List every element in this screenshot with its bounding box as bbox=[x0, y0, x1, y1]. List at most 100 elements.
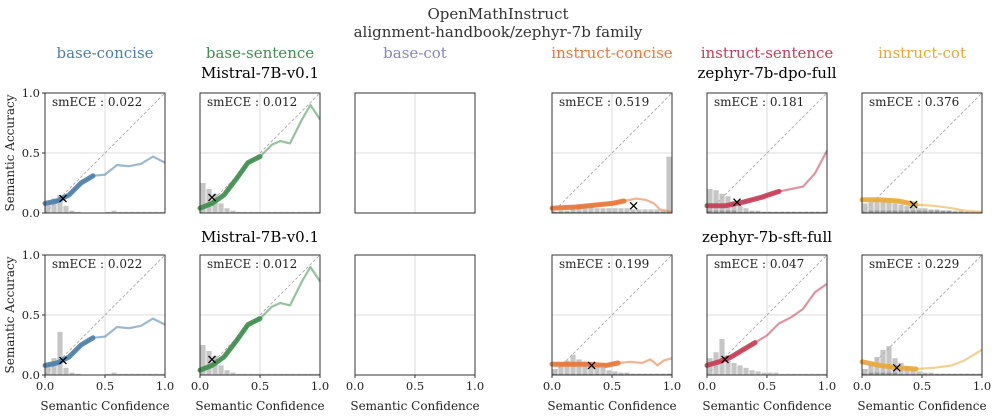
histogram-bar bbox=[612, 371, 618, 375]
column-title-instruct-cot: instruct-cot bbox=[878, 44, 966, 62]
histogram-bar-secondary bbox=[928, 373, 934, 375]
histogram-bar bbox=[254, 373, 260, 375]
histogram-bar bbox=[552, 369, 558, 375]
histogram-bar bbox=[75, 373, 81, 375]
histogram-bar-secondary bbox=[570, 373, 576, 375]
histogram-bar bbox=[266, 373, 272, 375]
histogram-bar-secondary bbox=[862, 373, 868, 375]
histogram-bar-secondary bbox=[594, 211, 600, 213]
histogram-bar bbox=[797, 373, 803, 375]
subplot-1-2: 0.0 0.5 1.0 bbox=[346, 254, 484, 393]
y-tick-label: 1.0 bbox=[22, 248, 40, 262]
histogram-bar bbox=[254, 211, 260, 213]
histogram-bar-secondary bbox=[874, 372, 880, 375]
histogram-bar-secondary bbox=[809, 211, 815, 213]
subplot-1-1: smECE : 0.012 0.0 0.5 1.0 bbox=[191, 254, 329, 393]
histogram-bar bbox=[51, 358, 57, 375]
histogram-bar-secondary bbox=[940, 210, 946, 213]
histogram-bar bbox=[809, 373, 815, 375]
x-tick-label: 0.0 bbox=[853, 379, 871, 393]
subplot-0-0: smECE : 0.022 0.0 0.5 1.0 bbox=[22, 86, 166, 220]
histogram-bar bbox=[630, 209, 636, 213]
histogram-bar-secondary bbox=[576, 211, 582, 213]
histogram-bar bbox=[707, 189, 713, 213]
calibration-curve-dense bbox=[42, 335, 96, 368]
x-axis-label-col3: Semantic Confidence bbox=[350, 399, 479, 413]
perfect-calibration-line bbox=[861, 254, 983, 376]
column-title-base-sentence: base-sentence bbox=[206, 44, 314, 62]
subplot-0-5: smECE : 0.376 bbox=[859, 92, 983, 214]
calibration-curve-dense bbox=[704, 340, 758, 368]
histogram-bar-secondary bbox=[970, 373, 976, 375]
histogram-bar bbox=[290, 211, 296, 213]
histogram-bar-secondary bbox=[946, 373, 952, 375]
histogram-bar bbox=[821, 373, 827, 375]
histogram-bar-secondary bbox=[737, 211, 743, 213]
row1-model-left: Mistral-7B-v0.1 bbox=[201, 64, 319, 82]
smece-label: smECE : 0.376 bbox=[869, 95, 959, 109]
mean-marker-stroke bbox=[587, 361, 596, 370]
subplot-0-3: smECE : 0.519 bbox=[549, 92, 673, 214]
x-tick-label: 0.0 bbox=[543, 379, 561, 393]
histogram-bar-secondary bbox=[642, 211, 648, 213]
histogram-bar bbox=[785, 373, 791, 375]
x-tick-label: 0.5 bbox=[251, 379, 269, 393]
histogram-bar bbox=[236, 373, 242, 375]
smece-label: smECE : 0.181 bbox=[714, 95, 804, 109]
histogram-bar bbox=[916, 371, 922, 375]
histogram-bar bbox=[570, 207, 576, 213]
histogram-bar-secondary bbox=[636, 211, 642, 213]
histogram-bar-secondary bbox=[654, 373, 660, 375]
histogram-bar-secondary bbox=[815, 211, 821, 213]
histogram-bar-secondary bbox=[743, 211, 749, 213]
histogram-bar bbox=[141, 373, 147, 375]
histogram-bar bbox=[731, 201, 737, 213]
histogram-bar bbox=[594, 208, 600, 213]
histogram-bar-secondary bbox=[898, 210, 904, 213]
histogram-bar-secondary bbox=[886, 372, 892, 375]
x-axis-label-col5: Semantic Confidence bbox=[702, 399, 831, 413]
histogram-bar bbox=[272, 211, 278, 213]
x-tick-label: 1.0 bbox=[663, 379, 681, 393]
histogram-bar bbox=[862, 203, 868, 213]
histogram-bar bbox=[111, 372, 117, 375]
histogram-bar bbox=[779, 373, 785, 375]
histogram-bar-secondary bbox=[952, 211, 958, 213]
smece-label: smECE : 0.012 bbox=[207, 257, 297, 271]
x-tick-label: 0.5 bbox=[406, 379, 424, 393]
histogram-bar-secondary bbox=[964, 373, 970, 375]
histogram-bar bbox=[69, 372, 75, 375]
histogram-bar-secondary bbox=[755, 211, 761, 213]
histogram-bar bbox=[314, 373, 320, 375]
histogram-bar-secondary bbox=[564, 373, 570, 375]
mean-marker-stroke bbox=[59, 356, 67, 365]
perfect-calibration-line bbox=[199, 92, 321, 214]
histogram-bar-secondary bbox=[612, 211, 618, 213]
mean-marker-stroke bbox=[733, 198, 741, 207]
histogram-bar-secondary bbox=[904, 373, 910, 375]
histogram-bar bbox=[147, 211, 153, 213]
histogram-bar-secondary bbox=[624, 211, 630, 213]
smece-label: smECE : 0.047 bbox=[714, 257, 804, 271]
histogram-bar bbox=[230, 210, 236, 213]
y-axis-label-row2: Semantic Accuracy bbox=[3, 256, 17, 373]
subplot-0-4: smECE : 0.181 bbox=[704, 92, 828, 214]
histogram-bar-secondary bbox=[767, 211, 773, 213]
histogram-bar bbox=[767, 372, 773, 375]
histogram-bar-secondary bbox=[821, 211, 827, 213]
histogram-bar-secondary bbox=[594, 373, 600, 375]
histogram-bar bbox=[868, 202, 874, 213]
mean-marker-stroke bbox=[629, 201, 638, 210]
histogram-bar bbox=[147, 373, 153, 375]
histogram-bar bbox=[791, 373, 797, 375]
histogram-bar bbox=[153, 373, 159, 375]
histogram-bar-secondary bbox=[713, 210, 719, 213]
histogram-bar bbox=[713, 190, 719, 213]
histogram-bar bbox=[803, 373, 809, 375]
perfect-calibration-line bbox=[706, 254, 828, 376]
axes-frame bbox=[861, 92, 983, 214]
calibration-curve-dense bbox=[704, 188, 782, 209]
column-title-instruct-concise: instruct-concise bbox=[551, 44, 673, 62]
histogram-bar bbox=[773, 372, 779, 375]
